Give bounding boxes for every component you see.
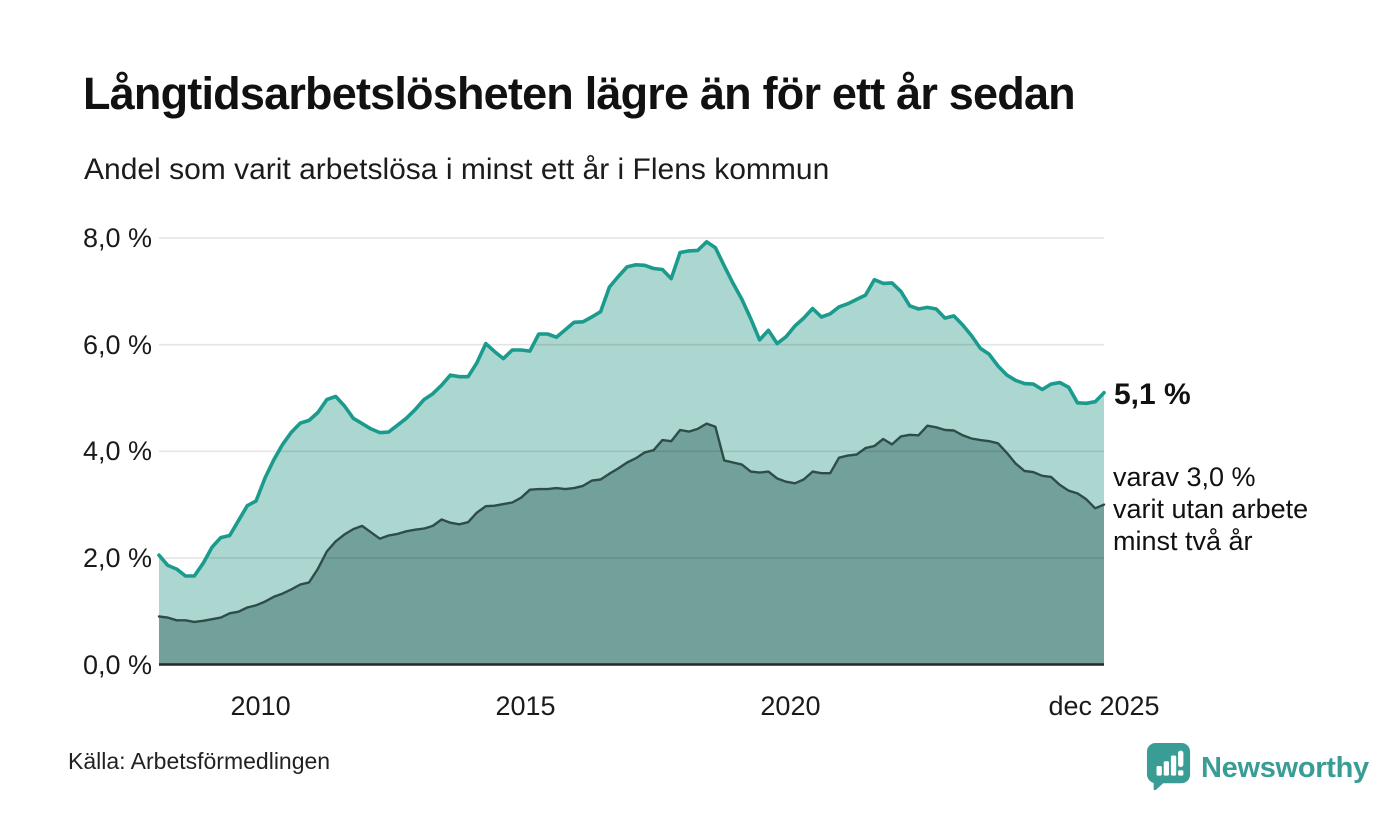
breakdown-line: minst två år — [1113, 526, 1253, 556]
breakdown-line: varit utan arbete — [1113, 494, 1309, 524]
y-axis-tick: 4,0 % — [82, 436, 152, 467]
y-axis-tick: 8,0 % — [82, 223, 152, 254]
x-axis-tick: dec 2025 — [1048, 691, 1160, 721]
newsworthy-logo-icon — [1146, 741, 1192, 795]
newsworthy-branding: Newsworthy — [1146, 741, 1369, 795]
y-axis-tick: 2,0 % — [82, 542, 152, 573]
breakdown-line: varav 3,0 % — [1113, 462, 1256, 492]
breakdown-annotation: varav 3,0 % varit utan arbete minst två … — [1113, 461, 1308, 557]
y-axis-tick: 0,0 % — [82, 649, 152, 680]
page-subtitle: Andel som varit arbetslösa i minst ett å… — [84, 153, 830, 186]
x-axis-tick: 2010 — [230, 691, 291, 721]
x-axis-tick: 2015 — [495, 691, 556, 721]
newsworthy-wordmark: Newsworthy — [1201, 751, 1369, 784]
y-axis-tick: 6,0 % — [82, 329, 152, 360]
latest-value-label: 5,1 % — [1114, 378, 1191, 411]
source-note: Källa: Arbetsförmedlingen — [68, 748, 331, 774]
page-title: Långtidsarbetslösheten lägre än för ett … — [83, 68, 1076, 119]
x-axis-tick: 2020 — [760, 691, 821, 721]
